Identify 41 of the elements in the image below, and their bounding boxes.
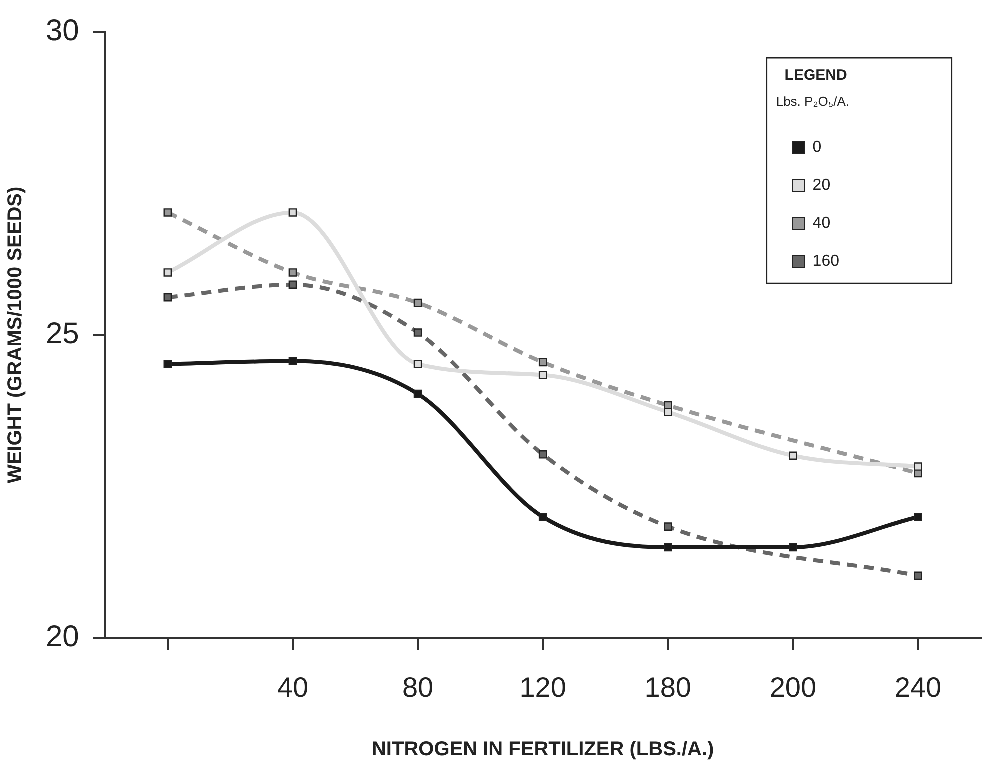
- y-tick-label: 25: [46, 317, 80, 350]
- point: [664, 543, 672, 552]
- point: [538, 512, 548, 522]
- point: [789, 543, 798, 552]
- legend-label: 0: [812, 139, 822, 156]
- point: [414, 360, 422, 368]
- point: [914, 512, 922, 522]
- x-tick-label: 120: [520, 672, 566, 703]
- point: [789, 452, 798, 460]
- point: [914, 572, 922, 580]
- y-tick-label: 20: [46, 620, 80, 654]
- x-tick-label: 40: [277, 672, 309, 703]
- point: [914, 462, 922, 471]
- point: [664, 408, 672, 416]
- point: [164, 293, 172, 302]
- x-tick-label: 240: [894, 672, 942, 703]
- x-tick-label: 180: [644, 672, 692, 703]
- point: [414, 298, 422, 308]
- point: [538, 358, 548, 367]
- point: [288, 280, 298, 290]
- point: [288, 357, 298, 366]
- x-tick-label: 80: [402, 672, 434, 703]
- point: [164, 268, 172, 277]
- x-tick-label: 200: [770, 672, 817, 703]
- legend-label: 40: [812, 215, 831, 232]
- legend-label: 20: [812, 177, 831, 194]
- y-axis-title: WEIGHT (GRAMS/1000 SEEDS): [4, 186, 27, 484]
- annotation: LEGEND: [784, 67, 848, 84]
- legend-title: Lbs. P₂O₅/A.: [776, 94, 850, 110]
- point: [288, 208, 298, 217]
- point: [414, 328, 422, 337]
- point: [414, 390, 422, 398]
- point: [164, 360, 172, 368]
- point: [538, 450, 548, 459]
- point: [288, 268, 298, 277]
- point: [538, 371, 548, 380]
- y-tick-label: 30: [46, 14, 80, 48]
- x-axis-title: NITROGEN IN FERTILIZER (LBS./A.): [372, 738, 714, 761]
- legend-label: 160: [812, 253, 840, 270]
- point: [664, 522, 672, 531]
- point: [164, 208, 172, 217]
